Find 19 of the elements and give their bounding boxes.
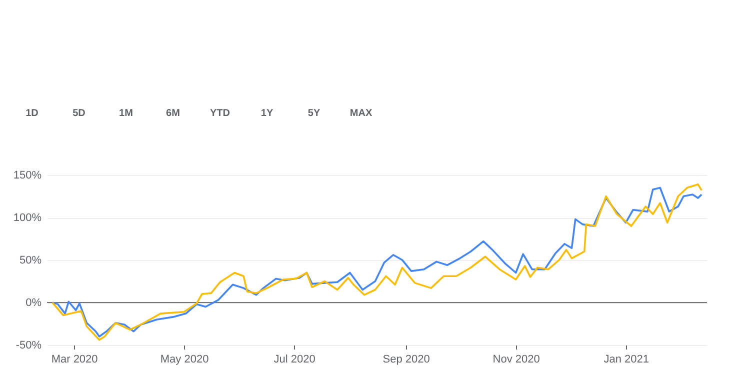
x-tick-label: Jul 2020 [274,354,316,366]
y-tick-label: 100% [13,212,42,224]
x-tick-label: Jan 2021 [604,354,649,366]
x-tick-label: Nov 2020 [492,354,540,366]
x-tick-label: May 2020 [160,354,209,366]
y-tick-label: -50% [16,340,42,352]
text: 1M [119,108,133,119]
y-tick-label: 0% [26,297,42,309]
y-tick-label: 150% [13,170,42,182]
text: 6M [166,108,180,119]
x-tick-label: Mar 2020 [51,354,98,366]
text: YTD [210,108,230,119]
text: 1Y [260,108,274,119]
text: 1D [26,108,38,119]
text: 5D [72,108,86,119]
y-tick-label: 50% [19,254,42,266]
x-tick-label: Sep 2020 [382,354,430,366]
text: MAX [350,108,372,119]
text: 5Y [308,108,320,119]
